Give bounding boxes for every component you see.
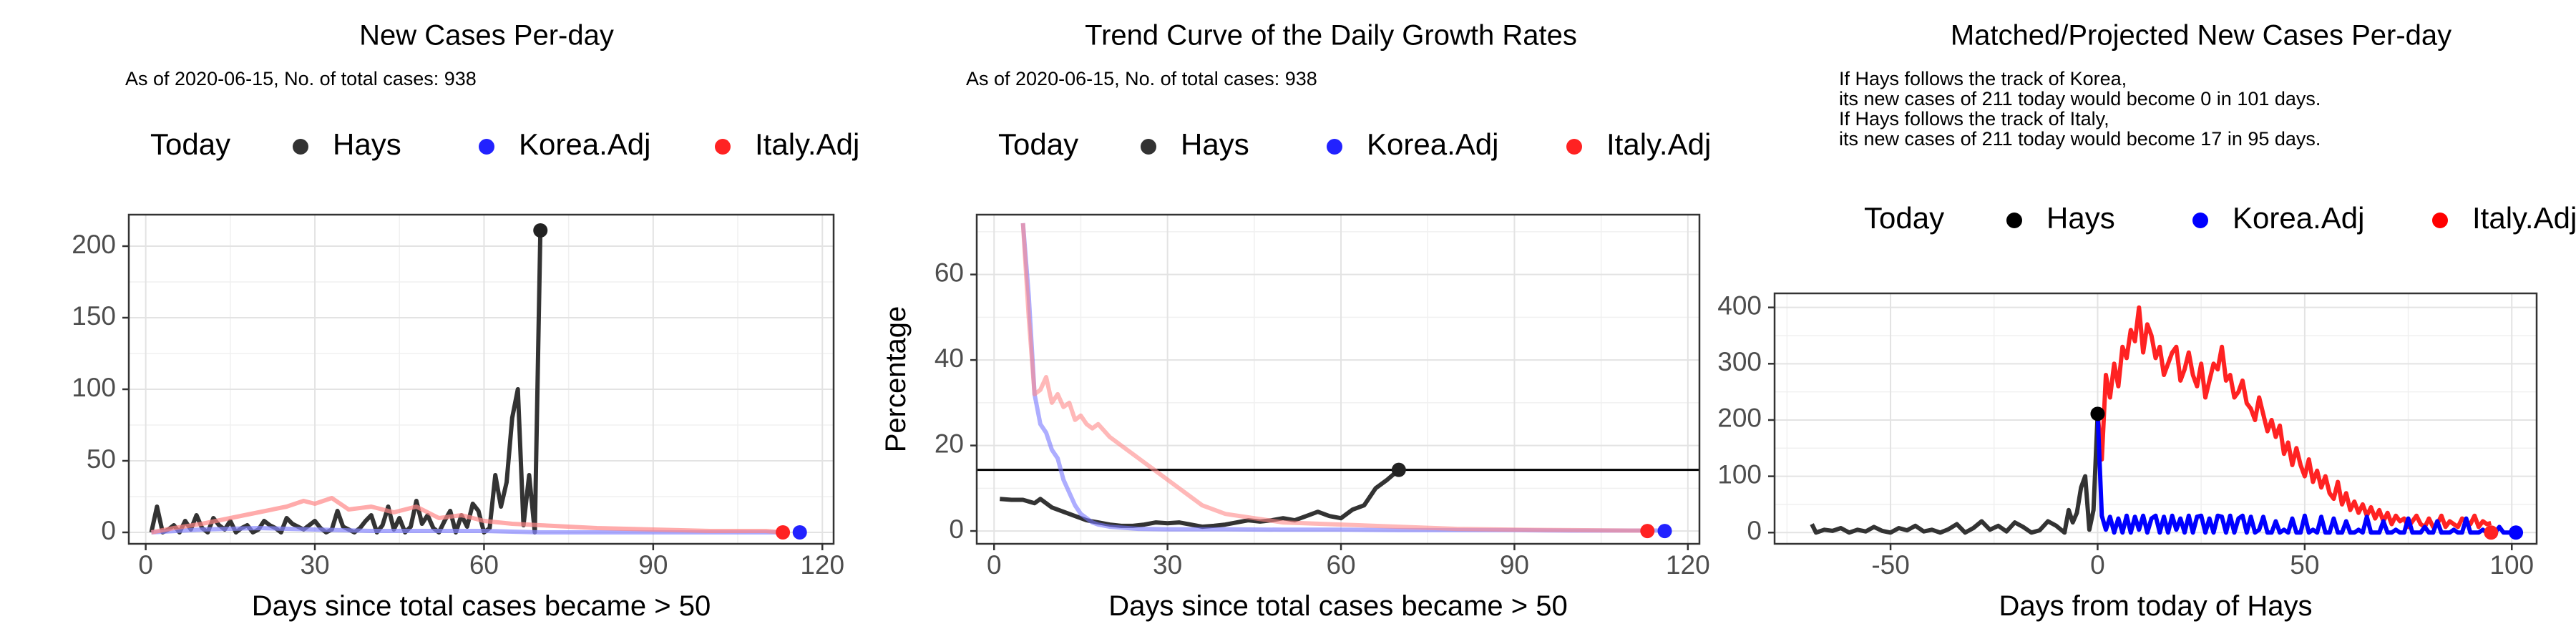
y-tick-label: 200 — [72, 230, 116, 259]
legend-marker — [1327, 139, 1342, 155]
y-tick-label: 150 — [72, 301, 116, 331]
today-point-italy-adj — [776, 525, 791, 540]
y-tick-label: 0 — [1747, 516, 1762, 545]
legend-marker — [2192, 213, 2208, 228]
legend: Today Hays Korea.Adj Italy.Adj — [998, 127, 1711, 161]
y-tick-label: 100 — [72, 373, 116, 402]
chart-subtitle: As of 2020-06-15, No. of total cases: 93… — [966, 68, 1317, 89]
x-tick-label: 0 — [987, 550, 1002, 580]
plot-area — [977, 215, 1699, 544]
legend-title: Today — [1864, 201, 1944, 235]
today-point-hays — [533, 223, 548, 238]
x-tick-label: 0 — [2090, 550, 2105, 580]
y-tick-label: 200 — [1717, 404, 1762, 433]
grid — [1775, 293, 2537, 544]
legend-label: Korea.Adj — [519, 127, 650, 161]
x-tick-label: 0 — [138, 550, 153, 580]
series-line-korea-adj — [2095, 414, 2517, 535]
legend-label: Korea.Adj — [2233, 201, 2364, 235]
today-point-korea-adj — [2509, 525, 2524, 540]
chart-panel-1: New Cases Per-day As of 2020-06-15, No. o… — [72, 20, 859, 622]
y-tick-label: 0 — [101, 516, 116, 545]
plot-area — [1775, 293, 2537, 544]
y-tick-label: 300 — [1717, 347, 1762, 376]
chart-subtitle: If Hays follows the track of Italy, — [1839, 108, 2109, 130]
x-tick-label: 90 — [638, 550, 668, 580]
legend: Today Hays Korea.Adj Italy.Adj — [1864, 201, 2576, 235]
legend-title: Today — [150, 127, 230, 161]
chart-subtitle: As of 2020-06-15, No. of total cases: 93… — [125, 68, 477, 89]
legend-marker — [293, 139, 308, 155]
legend-label: Italy.Adj — [1606, 127, 1711, 161]
y-axis-label: Percentage — [880, 306, 912, 453]
today-point-italy-adj — [2484, 525, 2499, 540]
y-tick-label: 20 — [935, 429, 964, 458]
legend: Today Hays Korea.Adj Italy.Adj — [150, 127, 859, 161]
legend-marker — [2006, 213, 2022, 228]
legend-label: Hays — [1181, 127, 1249, 161]
legend-marker — [479, 139, 494, 155]
plot-area — [129, 215, 834, 544]
today-point-korea-adj — [792, 525, 807, 540]
legend-marker — [1141, 139, 1156, 155]
plot-border — [975, 213, 1701, 545]
y-tick-label: 40 — [935, 343, 964, 373]
x-tick-label: 50 — [2290, 550, 2319, 580]
x-tick-label: 90 — [1500, 550, 1529, 580]
x-tick-label: -50 — [1871, 550, 1909, 580]
legend-marker — [1566, 139, 1582, 155]
y-tick-label: 60 — [935, 258, 964, 287]
legend-label: Hays — [2046, 201, 2115, 235]
today-point-hays — [2090, 406, 2105, 421]
plot-border — [127, 213, 835, 545]
chart-subtitle: its new cases of 211 today would become … — [1839, 128, 2321, 150]
legend-label: Italy.Adj — [2472, 201, 2576, 235]
legend-label: Korea.Adj — [1367, 127, 1498, 161]
chart-panel-3: Matched/Projected New Cases Per-day If Ha… — [1717, 20, 2576, 622]
series-line-italy-adj — [150, 496, 784, 535]
today-point-hays — [1391, 462, 1406, 477]
x-tick-label: 120 — [800, 550, 844, 580]
series-group — [149, 230, 789, 535]
chart-subtitle: If Hays follows the track of Korea, — [1839, 68, 2127, 89]
x-axis-label: Days since total cases became > 50 — [252, 590, 711, 622]
today-point-italy-adj — [1640, 524, 1655, 539]
plot-border — [1773, 292, 2538, 545]
series-group — [1810, 305, 2517, 535]
x-tick-label: 100 — [2489, 550, 2534, 580]
chart-title: New Cases Per-day — [359, 20, 614, 52]
chart-panel-2: Trend Curve of the Daily Growth Rates As … — [880, 20, 1711, 622]
x-axis-label: Days since total cases became > 50 — [1108, 590, 1567, 622]
chart-subtitle: its new cases of 211 today would become … — [1839, 88, 2321, 109]
x-tick-label: 60 — [469, 550, 499, 580]
x-tick-label: 30 — [300, 550, 329, 580]
legend-label: Hays — [333, 127, 401, 161]
x-tick-label: 60 — [1326, 550, 1355, 580]
x-axis-label: Days from today of Hays — [1999, 590, 2313, 622]
chart-title: Trend Curve of the Daily Growth Rates — [1085, 20, 1577, 52]
y-tick-label: 400 — [1717, 291, 1762, 320]
today-point-korea-adj — [1657, 524, 1672, 539]
x-tick-label: 30 — [1153, 550, 1182, 580]
legend-marker — [715, 139, 731, 155]
y-tick-label: 100 — [1717, 459, 1762, 489]
y-tick-label: 0 — [949, 514, 964, 544]
x-tick-label: 120 — [1666, 550, 1710, 580]
series-line-hays — [1000, 468, 1400, 530]
chart-title: Matched/Projected New Cases Per-day — [1951, 20, 2451, 52]
series-line-hays — [1810, 414, 2100, 535]
legend-label: Italy.Adj — [755, 127, 859, 161]
y-tick-label: 50 — [87, 444, 116, 474]
series-group — [1000, 223, 1659, 533]
legend-title: Today — [998, 127, 1078, 161]
grid — [129, 215, 834, 544]
legend-marker — [2432, 213, 2448, 228]
series-line-italy-adj — [1020, 223, 1654, 533]
